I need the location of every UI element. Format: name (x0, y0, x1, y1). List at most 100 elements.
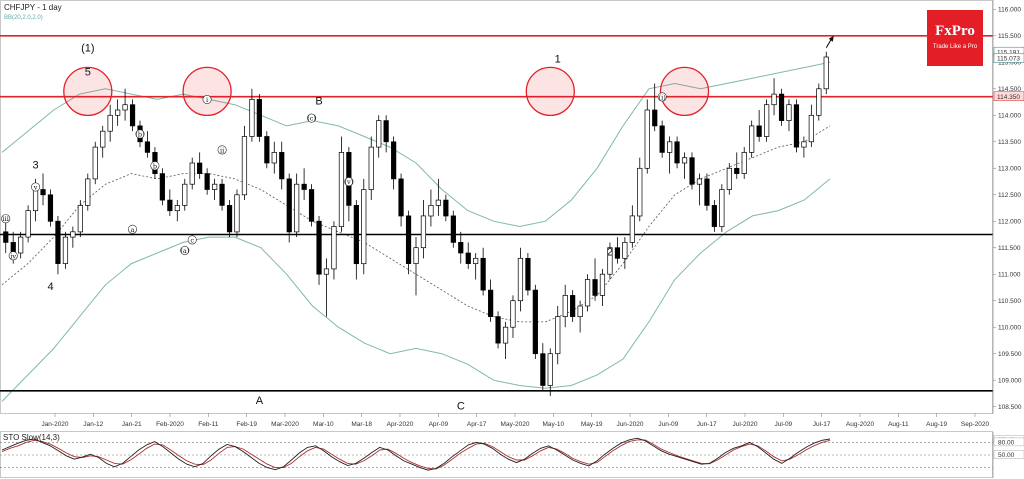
candle-body (55, 220, 61, 264)
brand-tagline: Trade Like a Pro (933, 44, 978, 50)
time-tick-label: Jul-17 (813, 421, 831, 428)
highlight-circle-3 (659, 66, 710, 117)
candle-body (741, 152, 747, 174)
price-tag-label: 115.191 (997, 50, 1020, 57)
wave-small-ring (1, 214, 11, 224)
candle-body (637, 167, 643, 217)
wave-small-label-2: v (33, 184, 38, 192)
wave-small-ring (307, 113, 317, 123)
time-tick-label: May-19 (581, 421, 603, 428)
wave-label-6: C (457, 400, 465, 412)
price-tag-box (993, 53, 1024, 63)
candle-body (100, 130, 106, 148)
wave-label-4: B (315, 96, 322, 108)
candle-body (428, 205, 434, 217)
candle-body (473, 257, 479, 264)
candle-body (749, 125, 755, 153)
price-tick-label: 111.000 (998, 272, 1021, 279)
candle-body (70, 231, 76, 238)
candle-body (435, 199, 441, 206)
candle-body (756, 125, 762, 137)
wave-label-3: 4 (47, 281, 53, 293)
candle-body (592, 279, 598, 296)
candle-body (264, 136, 270, 164)
time-tick-label: Jan-21 (122, 421, 142, 428)
wave-small-label-7: ii (220, 146, 224, 154)
time-tick-label: Aug-11 (888, 421, 909, 428)
stoch-tick-label: 80.00 (998, 439, 1015, 446)
price-tick-label: 112.500 (998, 192, 1021, 199)
stoch-tag-box (993, 450, 1024, 459)
time-tick-label: May-10 (542, 421, 564, 428)
candle-body (540, 353, 546, 386)
wave-small-ring (150, 161, 160, 171)
candle-body (398, 178, 404, 217)
stoch-label: STO Slow(14,3) (3, 433, 60, 442)
time-tick-label: May-2020 (501, 421, 530, 428)
time-tick-label: Aug-19 (926, 421, 947, 428)
candle-body (704, 178, 710, 206)
candle-body (823, 56, 829, 90)
wave-label-7: 1 (555, 53, 561, 65)
candle-body (816, 88, 822, 116)
price-tick-label: 115.500 (998, 33, 1021, 40)
candle-body (502, 326, 509, 344)
stoch-plot-frame (0, 431, 993, 478)
candle-body (778, 93, 785, 121)
wave-small-ring (8, 251, 18, 261)
price-tick-label: 109.500 (998, 351, 1022, 358)
candle-body (450, 215, 456, 243)
candle-body (547, 353, 553, 386)
time-tick-label: Jan-12 (83, 421, 103, 428)
wave-small-label-11: (v) (345, 178, 354, 186)
candle-body (607, 247, 613, 275)
candle-body (249, 99, 255, 137)
candle-body (62, 236, 69, 264)
price-tag-box (993, 91, 1024, 101)
time-tick-label: Jun-17 (697, 421, 717, 428)
candle-body (405, 215, 412, 264)
wave-label-1: 5 (85, 67, 91, 79)
wave-small-ring (202, 95, 212, 105)
highlight-circle-2 (525, 66, 575, 117)
candle-body (667, 141, 673, 153)
time-tick-label: Feb-11 (198, 421, 218, 428)
wave-label-2: 3 (33, 159, 39, 171)
candle-body (465, 252, 471, 264)
price-tick-label: 114.000 (998, 113, 1021, 120)
candle-body (92, 146, 98, 180)
candle-body (681, 157, 688, 164)
time-tick-label: Feb-19 (236, 421, 257, 428)
candle-body (420, 215, 427, 249)
candle-body (226, 205, 233, 233)
candle-body (159, 173, 165, 201)
candle-body (771, 93, 777, 106)
candle-body (458, 242, 464, 254)
highlight-circle-1 (182, 66, 232, 117)
time-tick-label: Apr-17 (467, 421, 487, 428)
candle-body (413, 247, 419, 264)
time-tick-label: Aug-2020 (846, 421, 875, 428)
time-tick-label: Mar-18 (351, 421, 372, 428)
candle-body (85, 178, 91, 206)
wave-label-5: A (256, 395, 264, 407)
candle-body (271, 152, 277, 164)
horizontal-levels (0, 34, 993, 392)
candle-body (241, 136, 248, 196)
candle-body (726, 167, 732, 190)
candle-body (711, 205, 717, 227)
candle-body (689, 157, 695, 185)
candle-body (584, 279, 591, 307)
candle-body (353, 205, 359, 265)
candle-body (622, 242, 628, 259)
time-tick-label: Mar-10 (313, 421, 334, 428)
price-tick-label: 115.000 (998, 60, 1021, 67)
price-tick-label: 110.000 (998, 325, 1021, 332)
candle-body (129, 104, 136, 127)
price-tick-label: 111.500 (998, 245, 1021, 252)
candle-body (614, 247, 621, 259)
time-tick-label: Jun-09 (658, 421, 678, 428)
candle-body (480, 257, 486, 291)
candle-body (532, 289, 538, 355)
candle-body (808, 114, 814, 143)
